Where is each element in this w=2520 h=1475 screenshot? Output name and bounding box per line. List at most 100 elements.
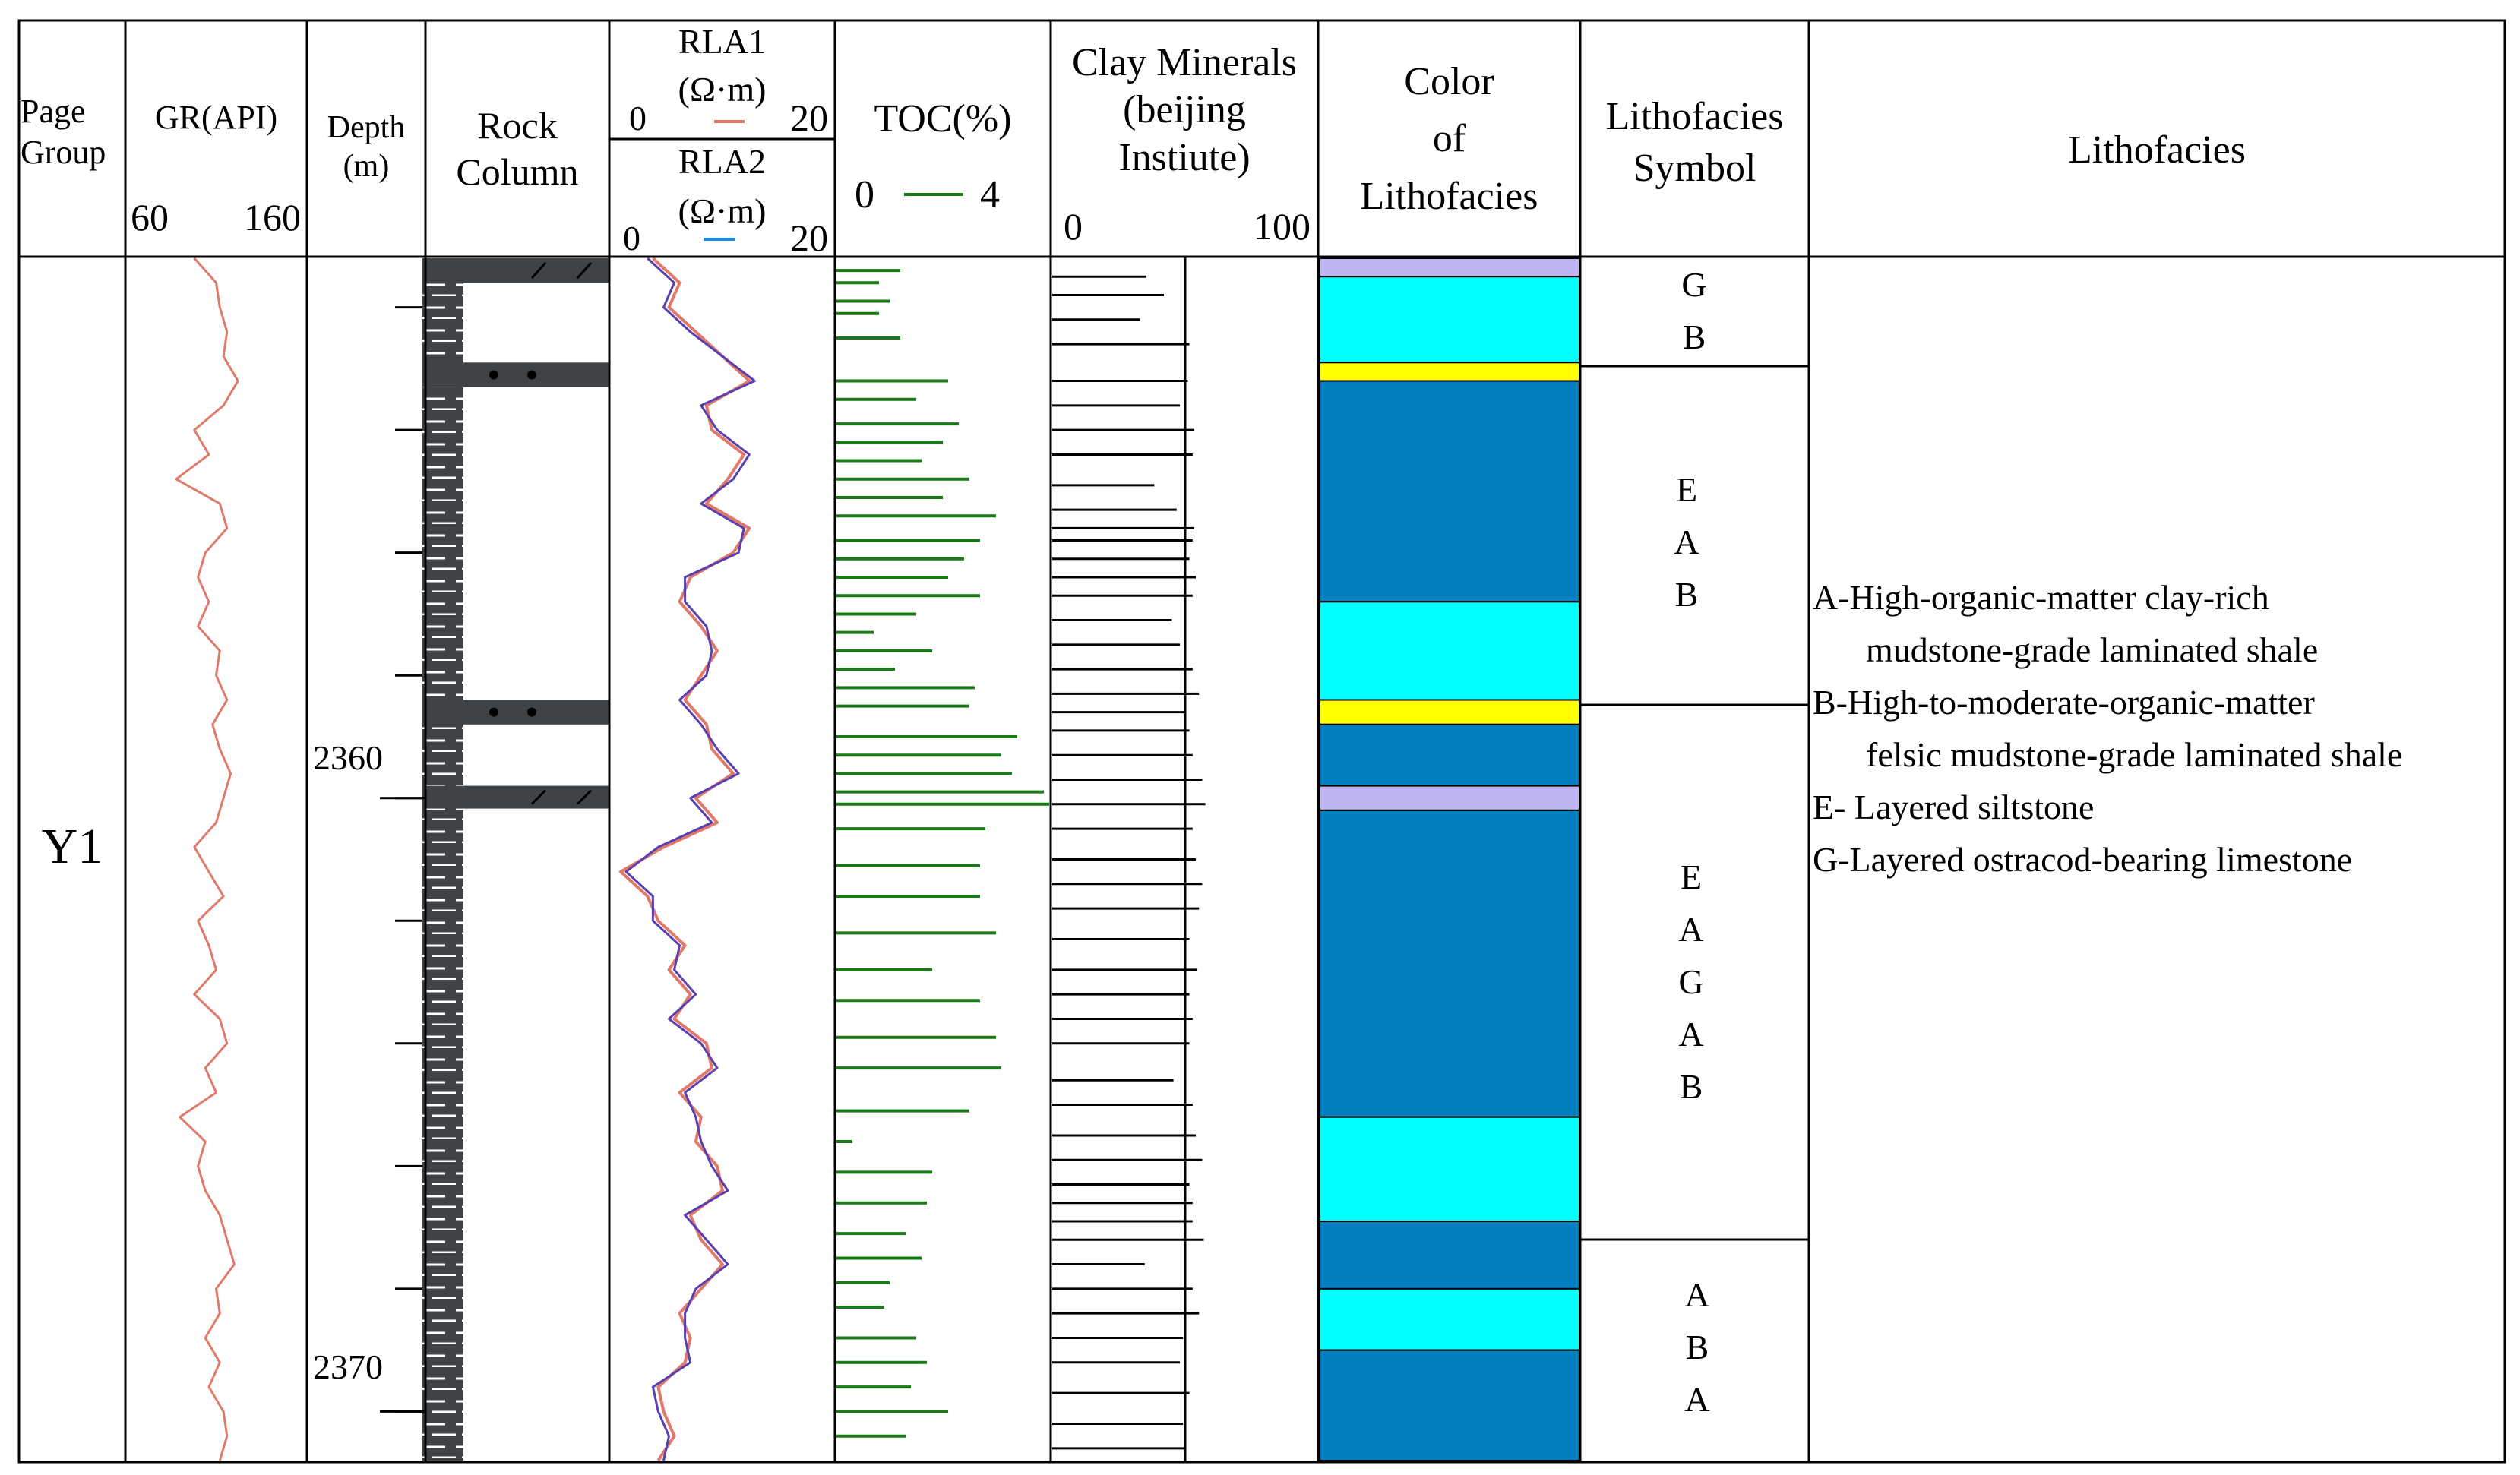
- siltstone-dot: [489, 707, 498, 717]
- legend-g: G-Layered ostracod-bearing limestone: [1813, 840, 2353, 879]
- lithofacies-color-column: [1319, 257, 1580, 1461]
- header-symbol-line2: Symbol: [1633, 146, 1756, 190]
- header-rla2-name: RLA2: [678, 142, 766, 181]
- depth-label-2360: 2360: [313, 738, 383, 777]
- well-name: Y1: [41, 819, 103, 874]
- header-depth-line2: (m): [343, 149, 390, 185]
- rla2-scale-min: 0: [623, 219, 640, 257]
- rock-bed-siltstone: [422, 362, 609, 387]
- gr-scale-max: 160: [244, 196, 301, 238]
- lithofacies-interval-B: [1319, 1116, 1580, 1223]
- gr-curve: [175, 257, 239, 1461]
- symbol-group-3: E A G A B: [1577, 851, 1805, 1113]
- limestone-mark: [576, 789, 593, 805]
- lithofacies-interval-B: [1319, 1287, 1580, 1351]
- symbol-letter: A: [1678, 1015, 1704, 1053]
- rla1-scale-max: 20: [790, 96, 828, 139]
- toc-scale-min: 0: [855, 173, 874, 216]
- rla2-curve: [624, 257, 756, 1461]
- lithofacies-interval-E: [1319, 362, 1580, 382]
- symbol-letter: B: [1674, 575, 1699, 614]
- table-frame: [17, 19, 2506, 1464]
- header-rla2-unit: (Ω·m): [678, 191, 767, 230]
- header-depth-line1: Depth: [327, 110, 406, 145]
- depth-label-2370: 2370: [313, 1347, 383, 1386]
- header-gr: GR(API): [125, 97, 307, 138]
- header-color-line3: Lithofacies: [1360, 174, 1538, 218]
- header-toc: TOC(%): [874, 97, 1012, 141]
- header-gr-title: GR(API): [154, 99, 278, 136]
- rla1-scale-min: 0: [629, 99, 647, 137]
- lithofacies-interval-B: [1319, 601, 1580, 701]
- header-clay: Clay Minerals (beijing Instiute): [1051, 39, 1318, 182]
- header-symbol-line1: Lithofacies: [1605, 95, 1784, 138]
- legend-e: E- Layered siltstone: [1813, 788, 2095, 826]
- rock-bed-limestone: [422, 258, 609, 283]
- symbol-letter: A: [1684, 1275, 1710, 1314]
- siltstone-dot: [527, 707, 536, 717]
- header-clay-line3: Instiute): [1118, 135, 1251, 179]
- header-color-line1: Color: [1404, 60, 1494, 103]
- header-color-line2: of: [1432, 117, 1466, 161]
- header-rock-line1: Rock: [477, 104, 558, 147]
- lithofacies-interval-E: [1319, 699, 1580, 725]
- rock-bed-siltstone: [422, 700, 609, 725]
- legend-a-line2: mudstone-grade laminated shale: [1866, 630, 2319, 669]
- header-group: Page Group: [19, 91, 127, 172]
- header-rock-line2: Column: [456, 150, 579, 193]
- symbol-letter: E: [1675, 470, 1698, 509]
- rock-column-strip: [422, 258, 463, 1461]
- header-scale-lines: [704, 120, 963, 241]
- header-symbol: Lithofacies Symbol: [1580, 91, 1809, 194]
- lithofacies-interval-G: [1319, 257, 1580, 278]
- siltstone-dot: [489, 370, 498, 380]
- lithofacies-interval-A: [1319, 1349, 1580, 1461]
- symbol-letter: A: [1674, 523, 1699, 561]
- symbol-group-2: E A B: [1573, 463, 1801, 621]
- symbol-letter: B: [1685, 1328, 1709, 1366]
- symbol-letter: E: [1680, 858, 1703, 896]
- lithofacies-interval-A: [1319, 380, 1580, 603]
- lithofacies-interval-A: [1319, 1221, 1580, 1290]
- clay-scale-max: 100: [1254, 205, 1311, 248]
- lithofacies-interval-G: [1319, 785, 1580, 811]
- siltstone-dot: [527, 370, 536, 380]
- rock-bed-limestone: [422, 785, 609, 809]
- lithofacies-interval-B: [1319, 276, 1580, 364]
- symbol-letter: A: [1684, 1380, 1710, 1419]
- symbol-letter: G: [1678, 962, 1704, 1001]
- symbol-letter: G: [1681, 265, 1707, 304]
- header-lithofacies: Lithofacies: [2068, 128, 2246, 172]
- legend-a-line1: A-High-organic-matter clay-rich: [1813, 578, 2269, 617]
- log-curves: [175, 257, 756, 1462]
- header-rla1-name: RLA1: [678, 22, 766, 61]
- limestone-mark: [530, 262, 547, 280]
- clay-scale-min: 0: [1064, 205, 1083, 248]
- rla2-scale-max: 20: [790, 216, 828, 259]
- gr-scale-min: 60: [131, 196, 169, 238]
- symbol-group-4: A B A: [1583, 1268, 1811, 1426]
- limestone-mark: [576, 262, 593, 280]
- lithofacies-interval-A: [1319, 723, 1580, 787]
- symbol-group-1: G B: [1580, 258, 1808, 363]
- lithofacies-interval-A: [1319, 809, 1580, 1118]
- header-group-line2: Group: [21, 133, 106, 171]
- header-depth: Depth (m): [307, 109, 425, 186]
- lithofacies-legend: A-High-organic-matter clay-rich mudstone…: [1813, 571, 2402, 886]
- legend-b-line2: felsic mudstone-grade laminated shale: [1866, 735, 2403, 774]
- symbol-letter: A: [1678, 910, 1704, 949]
- header-color: Color of Lithofacies: [1318, 53, 1580, 225]
- toc-scale-max: 4: [980, 173, 1000, 216]
- header-rock: Rock Column: [425, 103, 609, 195]
- log-bars: [836, 269, 1206, 1450]
- depth-ticks: [380, 306, 425, 1413]
- header-clay-line2: (beijing: [1123, 88, 1246, 132]
- header-group-line1: Page: [21, 93, 86, 130]
- rock-column: [422, 258, 609, 1461]
- header-clay-line1: Clay Minerals: [1071, 41, 1298, 84]
- header-rla1-unit: (Ω·m): [678, 70, 767, 109]
- symbol-letter: B: [1679, 1067, 1703, 1106]
- limestone-mark: [530, 789, 547, 805]
- symbol-letter: B: [1682, 317, 1706, 356]
